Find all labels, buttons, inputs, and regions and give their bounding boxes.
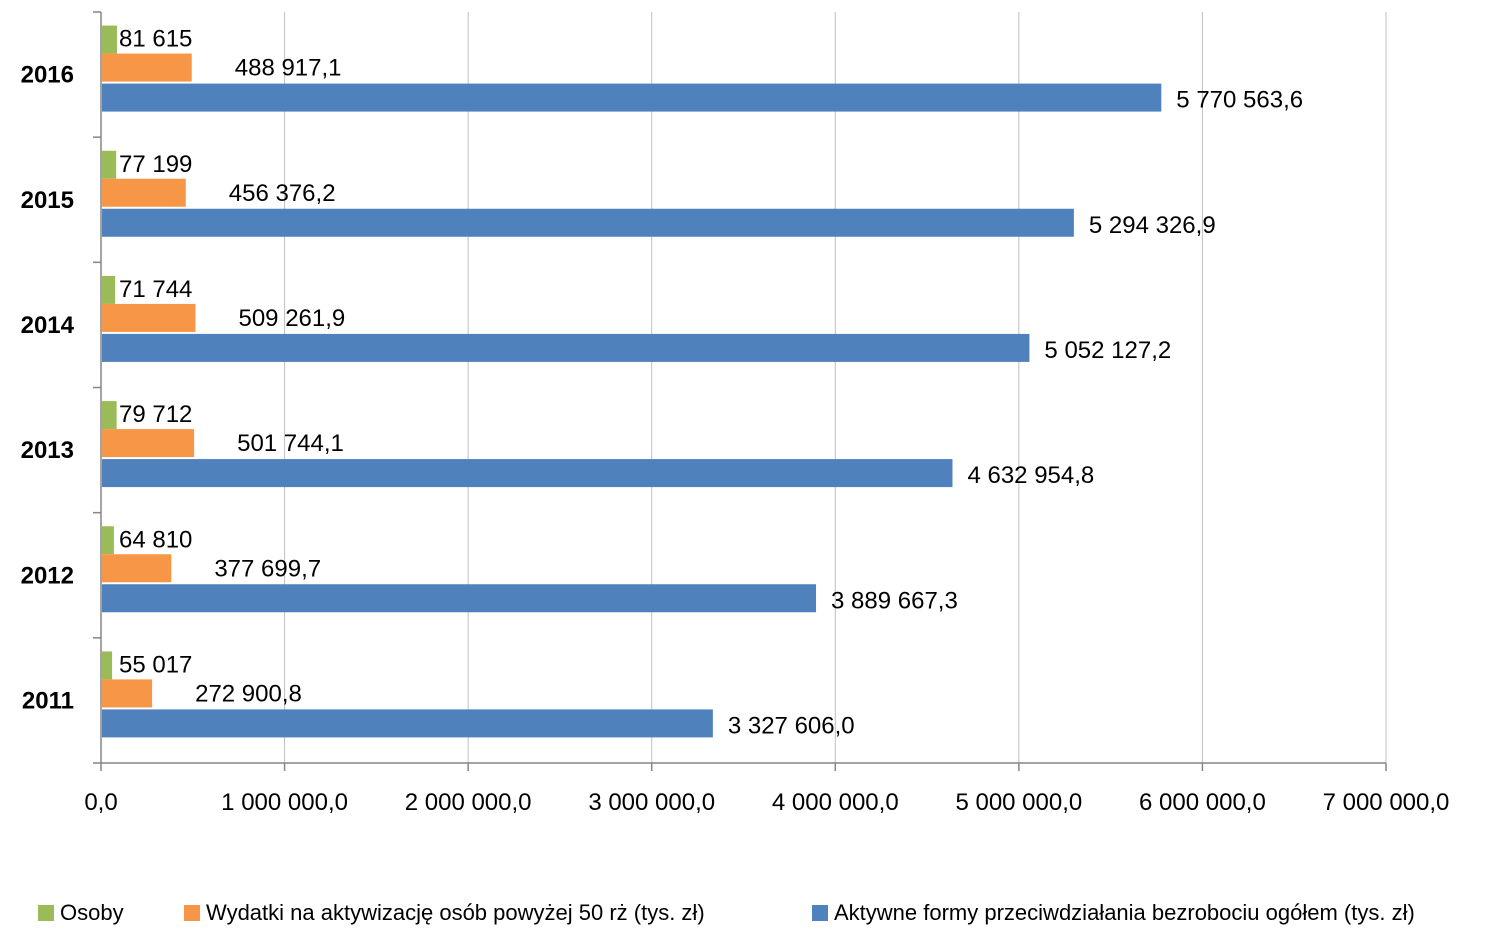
data-label: 81 615 (119, 26, 192, 53)
bar-wydatki-2011 (102, 679, 153, 708)
data-label: 5 770 563,6 (1176, 87, 1303, 114)
bar-osoby-2011 (102, 651, 113, 680)
bar-aktywne-2011 (102, 709, 713, 738)
legend-swatch (38, 905, 54, 921)
bar-osoby-2013 (102, 401, 117, 430)
data-label: 509 261,9 (238, 305, 345, 332)
bar-wydatki-2015 (102, 178, 186, 207)
bar-aktywne-2014 (102, 333, 1030, 362)
bar-wydatki-2014 (102, 303, 196, 332)
x-tick-label: 6 000 000,0 (1139, 789, 1266, 816)
data-label: 488 917,1 (235, 55, 342, 82)
category-label: 2013 (21, 437, 74, 464)
data-label: 3 327 606,0 (728, 712, 855, 739)
bar-wydatki-2013 (102, 429, 195, 458)
x-tick-label: 3 000 000,0 (588, 789, 715, 816)
data-label: 4 632 954,8 (967, 462, 1094, 489)
data-label: 64 810 (119, 526, 192, 553)
category-label: 2012 (21, 562, 74, 589)
legend-swatch (812, 905, 828, 921)
legend-swatch (184, 905, 200, 921)
data-label: 272 900,8 (195, 680, 302, 707)
data-label: 77 199 (119, 151, 192, 178)
bar-osoby-2015 (102, 150, 117, 179)
x-tick-label: 4 000 000,0 (772, 789, 899, 816)
category-label: 2011 (22, 687, 74, 714)
legend-label: Wydatki na aktywizację osób powyżej 50 r… (206, 900, 705, 925)
bar-aktywne-2013 (102, 459, 953, 488)
bar-chart: 0,0 1 000 000,0 2 000 000,0 3 000 000,0 4 00… (21, 11, 1450, 816)
x-tick-label: 0,0 (84, 789, 117, 816)
bar-wydatki-2016 (102, 53, 192, 82)
chart-legend: Osoby Wydatki na aktywizację osób powyżej… (0, 900, 1485, 931)
bar-osoby-2014 (102, 275, 116, 304)
data-label: 55 017 (119, 651, 192, 678)
data-label: 456 376,2 (229, 180, 336, 207)
legend-item: Osoby (38, 900, 124, 926)
bar-osoby-2012 (102, 526, 114, 555)
data-label: 79 712 (119, 401, 192, 428)
bar-wydatki-2012 (102, 554, 172, 583)
bar-aktywne-2012 (102, 584, 817, 613)
x-tick-label: 5 000 000,0 (955, 789, 1082, 816)
legend-item: Wydatki na aktywizację osób powyżej 50 r… (184, 900, 705, 926)
x-tick-label: 1 000 000,0 (221, 789, 348, 816)
legend-label: Osoby (60, 900, 124, 925)
data-label: 3 889 667,3 (831, 587, 958, 614)
category-label: 2016 (21, 62, 74, 89)
data-label: 5 052 127,2 (1044, 337, 1171, 364)
data-label: 5 294 326,9 (1089, 212, 1216, 239)
x-tick-label: 2 000 000,0 (405, 789, 532, 816)
x-tick-label: 7 000 000,0 (1323, 789, 1450, 816)
bar-aktywne-2015 (102, 208, 1074, 237)
data-label: 377 699,7 (214, 555, 321, 582)
legend-item: Aktywne formy przeciwdziałania bezroboci… (812, 900, 1415, 926)
bar-osoby-2016 (102, 25, 117, 54)
category-label: 2015 (21, 187, 74, 214)
category-label: 2014 (21, 312, 75, 339)
data-label: 501 744,1 (237, 430, 344, 457)
data-label: 71 744 (119, 276, 192, 303)
bar-aktywne-2016 (102, 83, 1162, 112)
legend-label: Aktywne formy przeciwdziałania bezroboci… (834, 900, 1415, 925)
